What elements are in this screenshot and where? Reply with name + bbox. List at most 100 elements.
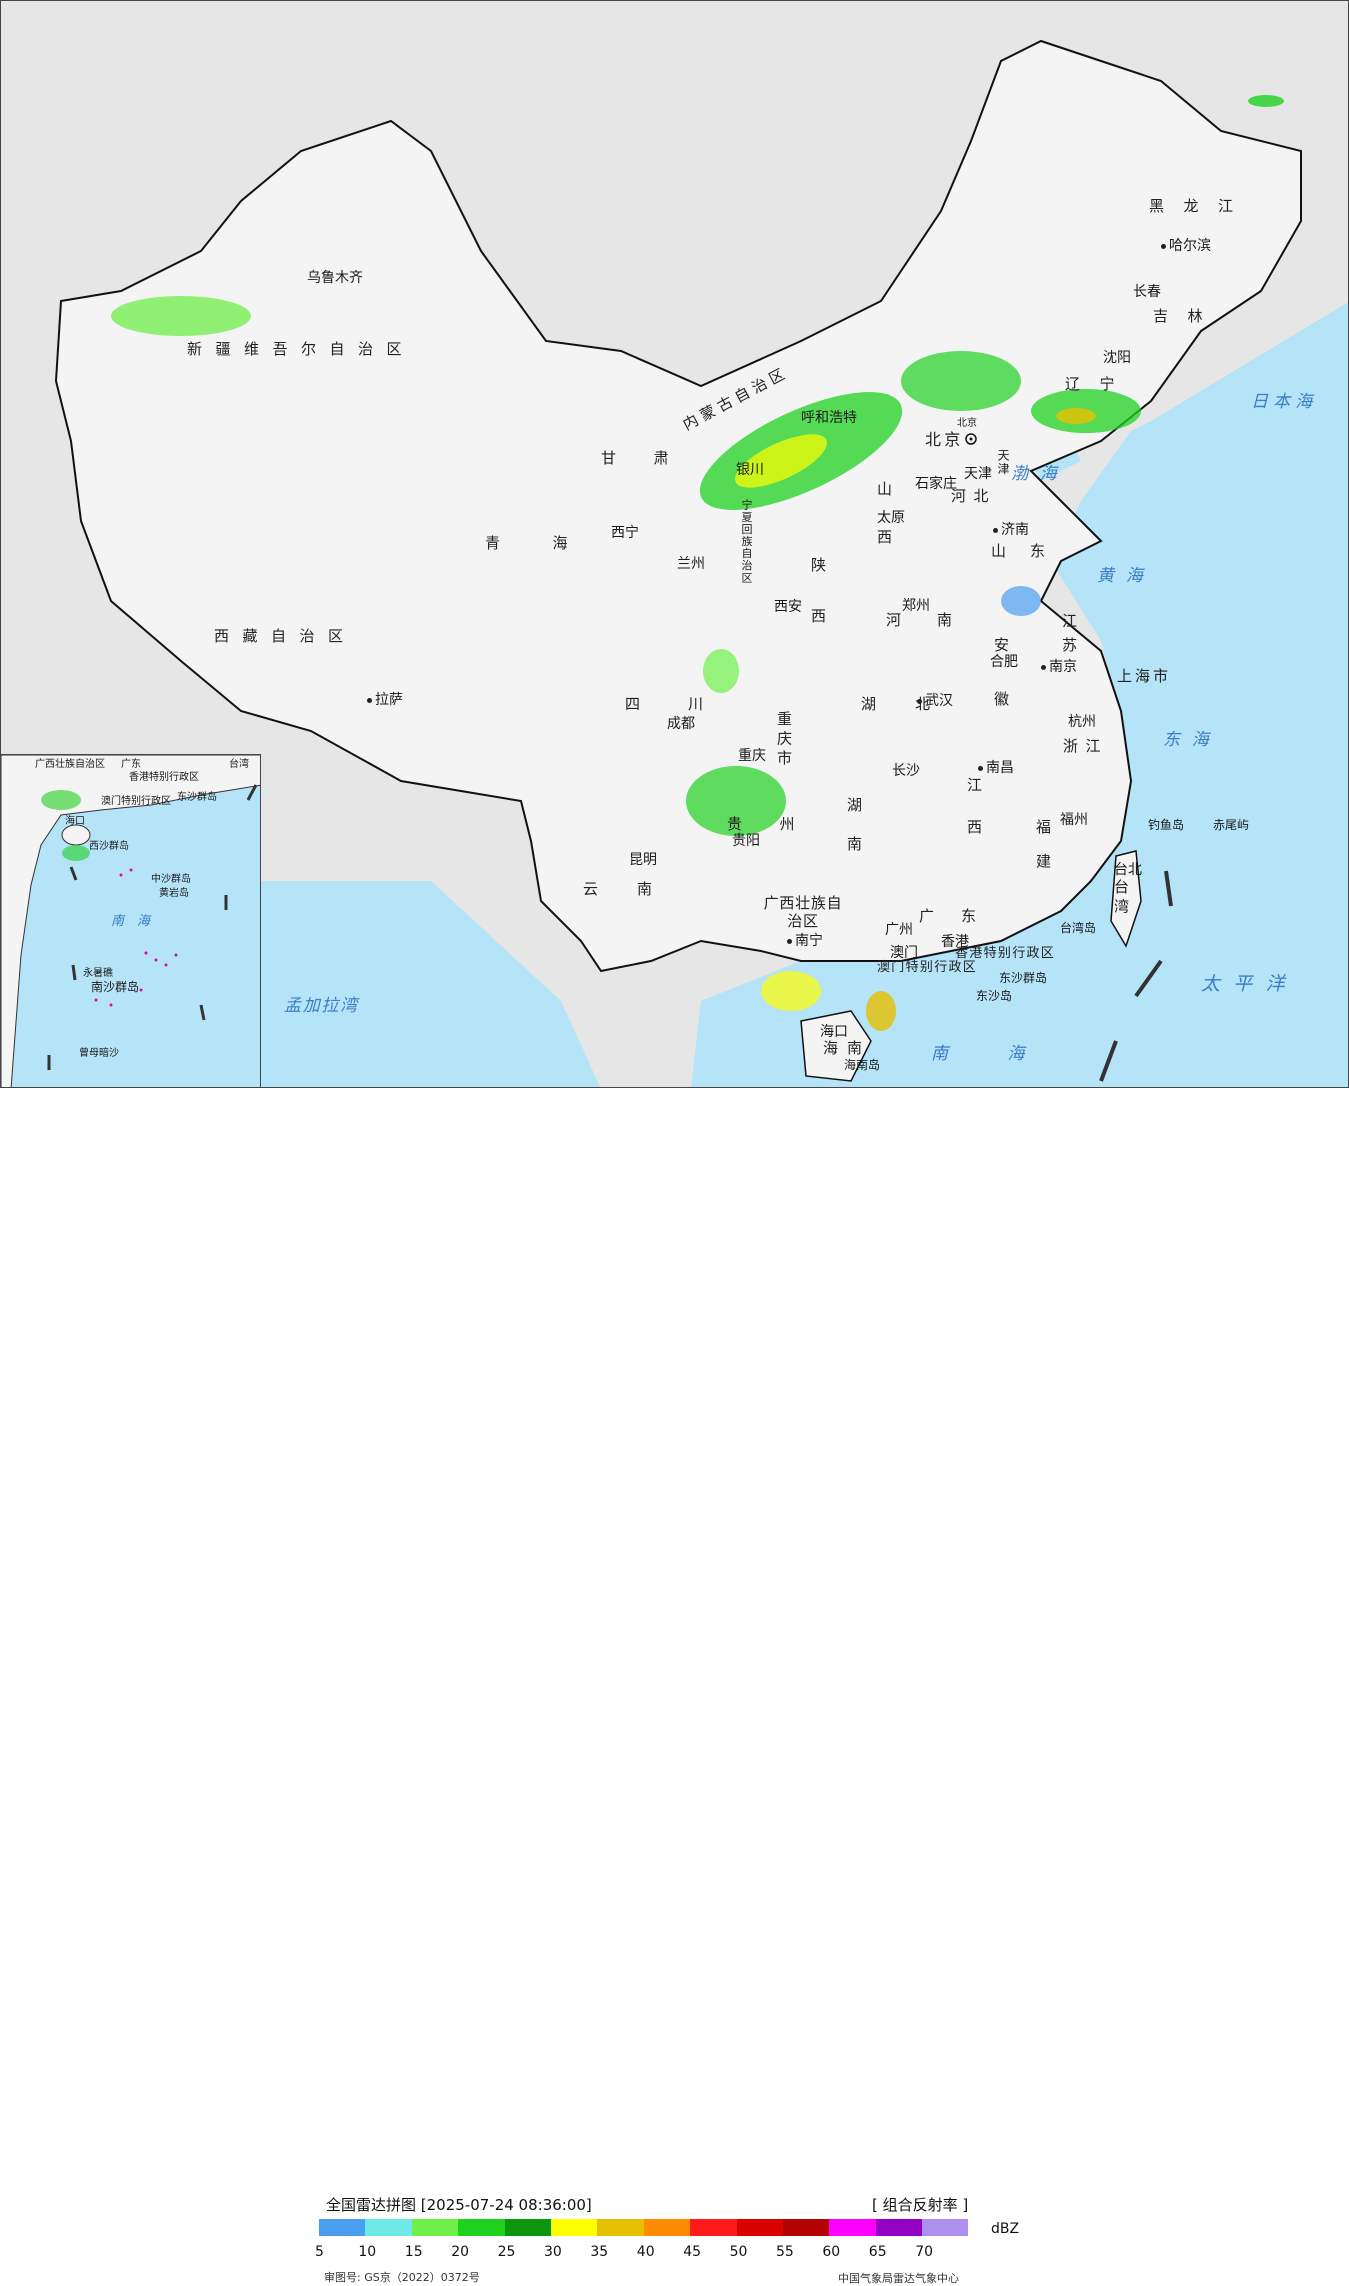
city-lhasa: 拉萨	[367, 693, 403, 707]
label-ningxia: 宁夏回族自治区	[740, 499, 753, 584]
label-anhui: 安徽	[992, 637, 1010, 745]
inset-label-xisha: 西沙群岛	[89, 841, 129, 852]
scale-tick-10: 10	[358, 2244, 377, 2260]
label-xianggang: 香港特别行政区	[955, 946, 1056, 961]
city-hefei: 合肥	[990, 654, 1018, 670]
hainan-island	[800, 1010, 872, 1082]
city-shijiazhuang: 石家庄	[915, 476, 957, 492]
sea-bay-of-bengal	[201, 881, 601, 1087]
label-yunnan: 云南	[583, 880, 692, 898]
sea-donghai-label: 东海	[1163, 730, 1221, 750]
sea-east	[691, 302, 1348, 1087]
label-guangxi: 广西壮族自治区	[763, 894, 843, 930]
label-shandong: 山东	[991, 542, 1070, 560]
label-gansu: 甘肃	[601, 449, 707, 467]
scale-swatch-10	[782, 2219, 830, 2236]
city-yinchuan: 银川	[736, 462, 764, 478]
label-jiangxi: 江西	[965, 777, 983, 861]
scale-tick-25: 25	[497, 2244, 516, 2260]
color-scale	[319, 2219, 969, 2236]
radar-echoes	[111, 95, 1284, 1031]
city-hohhot: 呼和浩特	[801, 410, 857, 426]
label-fujian: 福建	[1034, 819, 1052, 888]
agency-name: 中国气象局雷达气象中心	[838, 2272, 959, 2285]
label-guizhou: 贵州	[727, 815, 833, 833]
label-heilongjiang: 黑龙江	[1149, 197, 1253, 215]
label-qinghai: 青海	[485, 534, 621, 552]
city-changsha: 长沙	[892, 763, 920, 779]
city-hongkong: 香港	[941, 934, 969, 950]
sea-bohai-label: 渤海	[1011, 464, 1069, 484]
scale-tick-70: 70	[915, 2244, 934, 2260]
city-macao: 澳门	[890, 945, 918, 961]
scale-tick-5: 5	[315, 2244, 324, 2260]
scale-tick-20: 20	[451, 2244, 470, 2260]
scale-swatch-9	[736, 2219, 783, 2236]
legend-panel: 全国雷达拼图 [2025-07-24 08:36:00] [ 组合反射率 ] d…	[0, 1088, 1349, 2285]
inset-label-nansha: 南沙群岛	[91, 980, 140, 994]
city-zhengzhou: 郑州	[902, 598, 930, 614]
label-tianjin: 天津	[996, 449, 1010, 476]
city-lanzhou: 兰州	[677, 556, 705, 572]
label-shaanxi: 陕西	[809, 557, 827, 659]
label-chongqing-shi: 重庆市	[775, 711, 793, 770]
label-zhejiang: 浙江	[1063, 737, 1109, 755]
scale-swatch-5	[550, 2219, 598, 2236]
label-shanxi: 山西	[875, 481, 893, 577]
city-harbin: 哈尔滨	[1161, 239, 1211, 253]
city-nanjing: 南京	[1041, 660, 1077, 674]
island-taiwan: 台湾岛	[1060, 921, 1097, 935]
scale-tick-60: 60	[822, 2244, 841, 2260]
inset-label-dongsha: 东沙群岛	[177, 792, 217, 803]
island-dongsha-group: 东沙群岛	[999, 971, 1048, 985]
label-aomen: 澳门特别行政区	[877, 960, 978, 975]
scale-tick-40: 40	[636, 2244, 655, 2260]
sea-japan-label: 日本海	[1251, 392, 1318, 412]
beijing-marker-icon	[965, 433, 977, 445]
scale-tick-65: 65	[868, 2244, 887, 2260]
scale-swatch-7	[643, 2219, 691, 2236]
island-dongsha: 东沙岛	[976, 989, 1013, 1003]
sea-pacific-label: 太平洋	[1201, 973, 1298, 995]
inset-canvas	[1, 755, 260, 1087]
island-diaoyu: 钓鱼岛	[1148, 818, 1185, 832]
inset-label-nanhai: 南海	[111, 914, 164, 929]
product-name: [ 组合反射率 ]	[872, 2196, 969, 2214]
city-kunming: 昆明	[629, 852, 657, 868]
inset-label-huangyan: 黄岩岛	[159, 888, 189, 899]
label-hubei: 湖北	[861, 695, 970, 713]
city-fuzhou: 福州	[1060, 812, 1088, 828]
taiwan-island	[1110, 850, 1142, 948]
scale-swatch-1	[365, 2219, 412, 2236]
scale-tick-35: 35	[590, 2244, 609, 2260]
city-shenyang: 沈阳	[1103, 350, 1131, 366]
unit-label: dBZ	[991, 2221, 1020, 2237]
city-taiyuan: 太原	[877, 510, 905, 526]
scale-swatch-2	[411, 2219, 459, 2236]
label-henan: 河南	[886, 611, 989, 629]
city-taipei: 台北	[1114, 862, 1142, 878]
scale-tick-15: 15	[404, 2244, 423, 2260]
south-china-sea-inset[interactable]: 广西壮族自治区 广东 香港特别行政区 澳门特别行政区 台湾 东沙群岛 海口 西沙…	[0, 754, 261, 1088]
scale-swatch-6	[597, 2219, 644, 2236]
inset-label-haikou: 海口	[65, 816, 85, 827]
city-wuhan: 武汉	[917, 694, 953, 708]
scale-swatch-13	[922, 2219, 969, 2236]
island-hainan: 海南岛	[844, 1058, 881, 1072]
label-taiwan: 台湾	[1112, 879, 1130, 918]
inset-label-hongkong: 香港特别行政区	[129, 772, 199, 783]
sea-nanhai-label: 南海	[931, 1044, 1084, 1064]
label-shanghai-shi: 上海市	[1117, 667, 1172, 685]
city-hangzhou: 杭州	[1068, 714, 1096, 730]
city-urumqi: 乌鲁木齐	[307, 270, 363, 286]
scale-swatch-12	[875, 2219, 923, 2236]
city-chengdu: 成都	[667, 716, 695, 732]
label-hunan: 湖南	[845, 797, 863, 875]
inset-label-zhongsha: 中沙群岛	[151, 874, 191, 885]
scale-swatch-8	[690, 2219, 737, 2236]
label-jilin: 吉林	[1153, 307, 1223, 325]
scale-tick-55: 55	[776, 2244, 794, 2260]
china-mainland	[54, 39, 1302, 973]
island-chiwei: 赤尾屿	[1213, 818, 1250, 832]
city-xining: 西宁	[611, 525, 639, 541]
